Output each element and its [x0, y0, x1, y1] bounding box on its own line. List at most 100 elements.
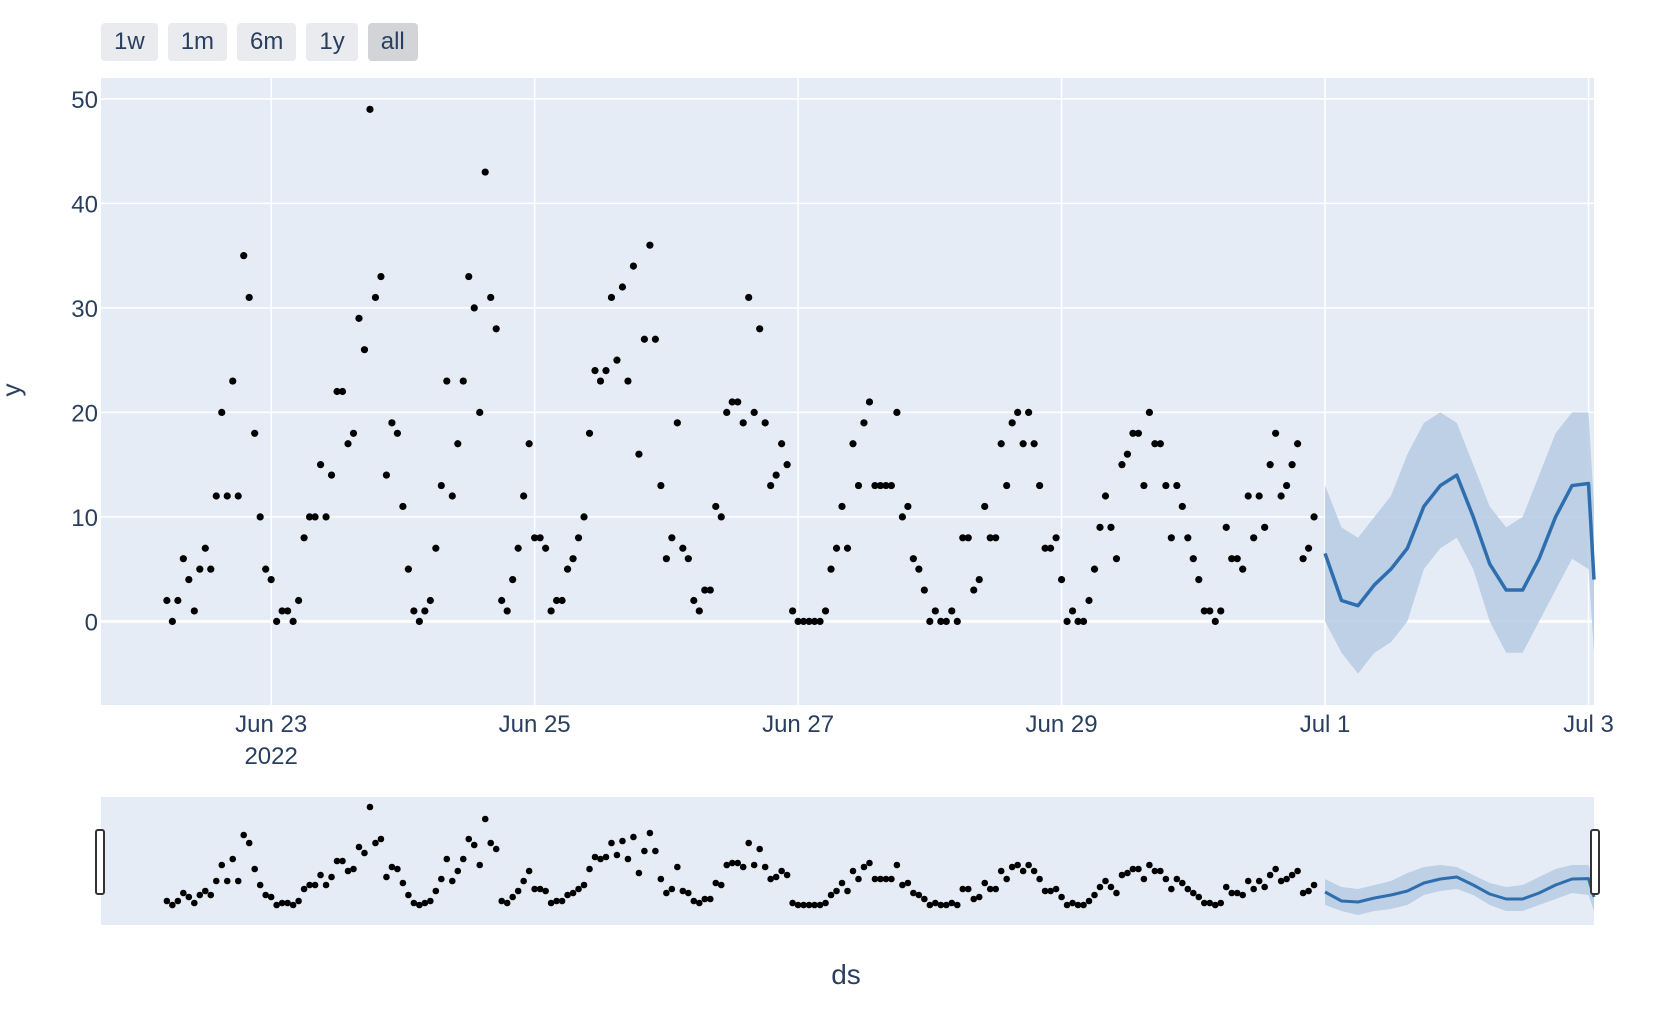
- mini-observed-point: [256, 881, 264, 889]
- mini-observed-point: [981, 879, 989, 887]
- observed-point: [404, 565, 412, 573]
- mini-observed-point: [855, 875, 862, 883]
- range-button-1w[interactable]: 1w: [101, 23, 158, 61]
- observed-point: [657, 481, 665, 490]
- mini-observed-point: [311, 881, 319, 889]
- mini-observed-point: [992, 885, 1000, 893]
- mini-observed-point: [811, 901, 818, 909]
- mini-observed-point: [509, 893, 516, 901]
- observed-points: [163, 105, 1318, 626]
- mini-observed-point: [1217, 899, 1225, 907]
- mini-observed-point: [756, 845, 763, 853]
- mini-observed-point: [1129, 865, 1137, 873]
- mini-observed-point: [893, 861, 901, 869]
- range-button-1y[interactable]: 1y: [306, 23, 358, 61]
- mini-observed-point: [1058, 893, 1065, 901]
- mini-observed-point: [739, 863, 747, 871]
- observed-point: [163, 596, 171, 605]
- mini-observed-point: [805, 901, 813, 909]
- observed-point: [223, 492, 231, 500]
- mini-observed-point: [1096, 883, 1104, 891]
- x-tick-label: Jun 29: [1026, 711, 1098, 738]
- mini-observed-point: [405, 891, 412, 899]
- mini-observed-point: [459, 855, 467, 863]
- mini-observed-point: [1195, 893, 1203, 901]
- y-tick-labels: 0 10 20 30 40 50: [71, 87, 98, 637]
- mini-observed-point: [871, 875, 879, 883]
- observed-point: [327, 471, 336, 479]
- mini-observed-point: [191, 899, 198, 907]
- x-tick-labels: Jun 23 2022 Jun 25 Jun 27 Jun 29 Jul 1 Jul 3: [235, 711, 1614, 770]
- observed-point: [470, 304, 478, 312]
- mini-observed-point: [1151, 867, 1159, 875]
- mini-observed-point: [1157, 867, 1164, 875]
- mini-observed-point: [915, 891, 923, 899]
- observed-point: [1222, 523, 1230, 531]
- mini-observed-point: [262, 891, 269, 899]
- mini-observed-point: [728, 859, 736, 867]
- observed-point: [399, 502, 407, 511]
- mini-observed-point: [668, 885, 676, 893]
- mini-observed-point: [833, 887, 840, 895]
- mini-observed-point: [1244, 877, 1252, 885]
- observed-point: [410, 607, 418, 615]
- mini-observed-point: [1200, 899, 1208, 907]
- range-button-6m[interactable]: 6m: [237, 23, 297, 61]
- observed-point: [1079, 617, 1088, 626]
- observed-point: [635, 450, 643, 458]
- observed-point: [882, 481, 890, 490]
- range-button-1m[interactable]: 1m: [167, 23, 228, 61]
- observed-point: [168, 617, 176, 626]
- mini-observed-point: [372, 839, 379, 847]
- mini-observed-point: [910, 889, 917, 897]
- mini-observed-point: [685, 889, 692, 897]
- observed-point: [338, 387, 347, 396]
- observed-point: [1239, 565, 1247, 573]
- observed-point: [618, 283, 627, 291]
- observed-point: [360, 346, 369, 354]
- observed-point: [525, 440, 533, 448]
- mini-observed-point: [245, 839, 253, 847]
- observed-point: [1283, 481, 1291, 490]
- observed-point: [487, 293, 495, 302]
- mini-observed-point: [717, 881, 725, 889]
- y-tick-label: 20: [71, 400, 98, 427]
- observed-point: [1167, 534, 1175, 542]
- observed-point: [1228, 555, 1236, 563]
- observed-point: [931, 607, 939, 615]
- observed-point: [854, 481, 863, 490]
- observed-point: [547, 607, 555, 615]
- observed-point: [821, 607, 830, 615]
- observed-point: [454, 440, 462, 448]
- observed-point: [316, 461, 325, 469]
- observed-point: [459, 377, 467, 385]
- observed-point: [646, 241, 654, 249]
- mini-observed-point: [1118, 871, 1126, 879]
- observed-point: [767, 481, 775, 490]
- mini-observed-point: [1266, 871, 1274, 879]
- mini-observed-point: [454, 867, 462, 875]
- mini-observed-point: [1030, 867, 1038, 875]
- range-slider-left-handle[interactable]: [95, 829, 105, 895]
- observed-point: [1206, 607, 1214, 615]
- range-button-all[interactable]: all: [367, 23, 418, 61]
- observed-point: [476, 408, 484, 416]
- range-slider-right-handle[interactable]: [1590, 829, 1600, 895]
- mini-observed-point: [695, 899, 703, 907]
- mini-observed-point: [1135, 865, 1142, 873]
- observed-point: [849, 440, 857, 448]
- observed-point: [212, 492, 220, 500]
- observed-point: [267, 576, 275, 584]
- observed-point: [640, 335, 649, 343]
- mini-observed-point: [948, 899, 956, 907]
- observed-point: [574, 534, 583, 542]
- mini-observed-point: [333, 857, 341, 865]
- mini-observed-point: [1173, 875, 1181, 883]
- mini-observed-point: [767, 875, 774, 883]
- forecast-uncertainty-band: [1325, 412, 1594, 674]
- mini-observed-point: [882, 875, 890, 883]
- observed-point: [717, 513, 725, 521]
- observed-point: [1151, 440, 1159, 448]
- mini-observed-point: [185, 893, 193, 901]
- mini-observed-point: [350, 865, 357, 873]
